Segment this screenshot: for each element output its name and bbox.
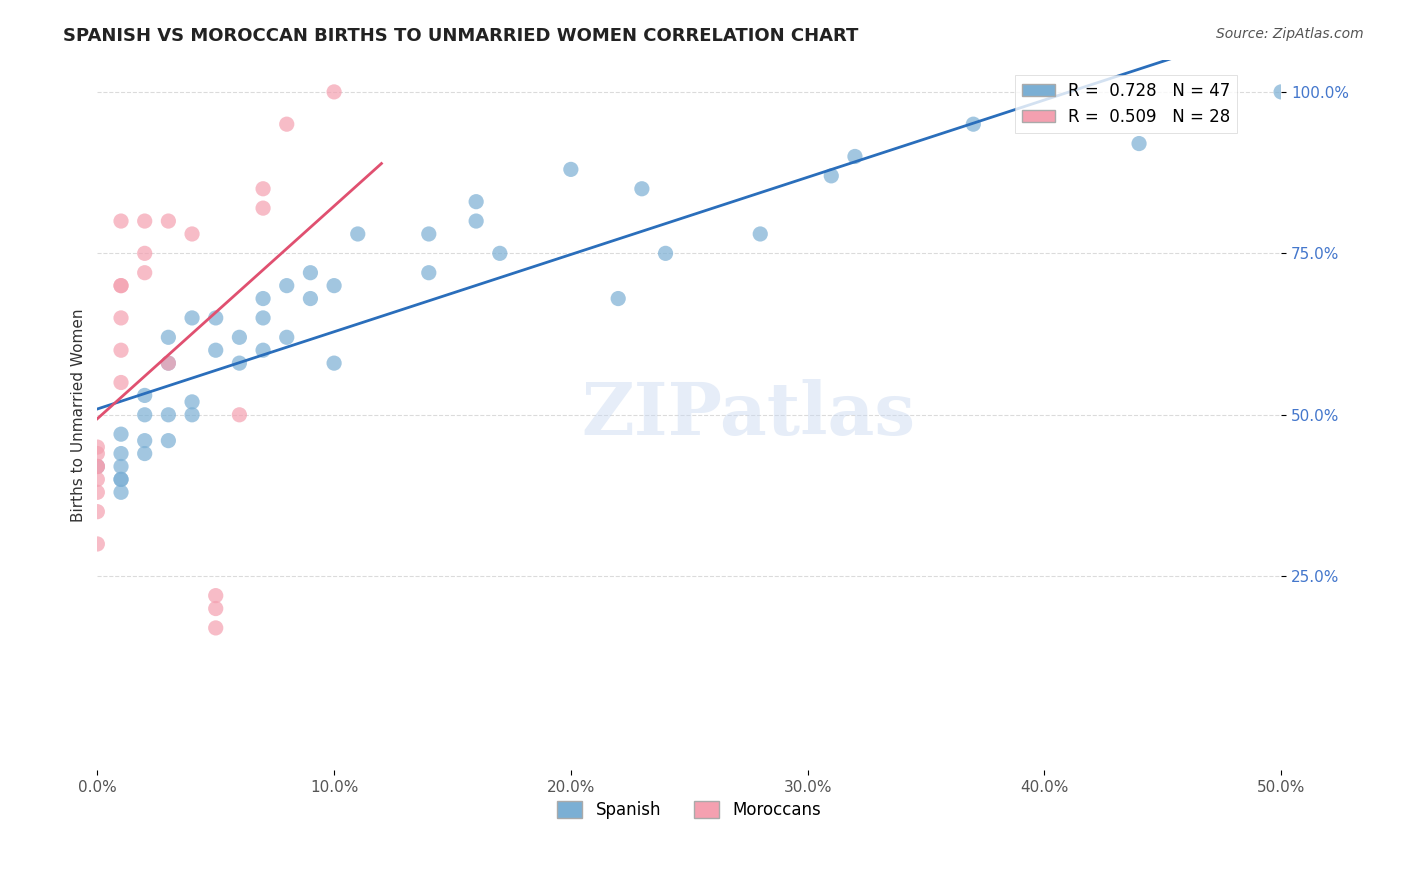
Point <box>844 149 866 163</box>
Point <box>204 589 226 603</box>
Point <box>418 266 440 280</box>
Point <box>86 505 108 519</box>
Point <box>346 227 368 241</box>
Point <box>276 278 298 293</box>
Point <box>134 214 156 228</box>
Point <box>299 266 322 280</box>
Point <box>465 194 488 209</box>
Point <box>252 343 274 358</box>
Point <box>204 343 226 358</box>
Point <box>86 446 108 460</box>
Point <box>252 182 274 196</box>
Point <box>228 356 250 370</box>
Point <box>157 356 180 370</box>
Point <box>276 117 298 131</box>
Point <box>204 601 226 615</box>
Point <box>110 278 132 293</box>
Point <box>110 310 132 325</box>
Point <box>962 117 984 131</box>
Point <box>134 388 156 402</box>
Point <box>631 182 654 196</box>
Point <box>299 292 322 306</box>
Legend: Spanish, Moroccans: Spanish, Moroccans <box>550 794 828 826</box>
Point <box>110 459 132 474</box>
Point <box>86 537 108 551</box>
Text: Source: ZipAtlas.com: Source: ZipAtlas.com <box>1216 27 1364 41</box>
Point <box>86 459 108 474</box>
Point <box>181 395 204 409</box>
Point <box>488 246 510 260</box>
Point <box>157 434 180 448</box>
Point <box>134 266 156 280</box>
Point <box>749 227 772 241</box>
Point <box>86 472 108 486</box>
Point <box>110 446 132 460</box>
Point <box>110 214 132 228</box>
Point <box>86 459 108 474</box>
Point <box>181 310 204 325</box>
Point <box>204 310 226 325</box>
Point <box>157 356 180 370</box>
Point <box>418 227 440 241</box>
Point <box>134 408 156 422</box>
Point <box>252 310 274 325</box>
Point <box>110 278 132 293</box>
Point <box>228 408 250 422</box>
Text: SPANISH VS MOROCCAN BIRTHS TO UNMARRIED WOMEN CORRELATION CHART: SPANISH VS MOROCCAN BIRTHS TO UNMARRIED … <box>63 27 859 45</box>
Point <box>181 227 204 241</box>
Point <box>181 408 204 422</box>
Point <box>110 343 132 358</box>
Point <box>134 434 156 448</box>
Point <box>276 330 298 344</box>
Point <box>110 427 132 442</box>
Point <box>157 214 180 228</box>
Text: ZIPatlas: ZIPatlas <box>581 379 915 450</box>
Point <box>607 292 630 306</box>
Point <box>110 485 132 500</box>
Point <box>1128 136 1150 151</box>
Point <box>323 278 346 293</box>
Y-axis label: Births to Unmarried Women: Births to Unmarried Women <box>72 308 86 522</box>
Point <box>110 376 132 390</box>
Point <box>228 330 250 344</box>
Point <box>252 201 274 215</box>
Point <box>204 621 226 635</box>
Point <box>86 440 108 454</box>
Point <box>323 85 346 99</box>
Point <box>134 446 156 460</box>
Point <box>157 330 180 344</box>
Point <box>110 472 132 486</box>
Point <box>86 459 108 474</box>
Point <box>820 169 842 183</box>
Point <box>110 472 132 486</box>
Point <box>654 246 676 260</box>
Point <box>560 162 582 177</box>
Point <box>465 214 488 228</box>
Point <box>323 356 346 370</box>
Point <box>252 292 274 306</box>
Point <box>134 246 156 260</box>
Point <box>157 408 180 422</box>
Point <box>1270 85 1292 99</box>
Point <box>86 485 108 500</box>
